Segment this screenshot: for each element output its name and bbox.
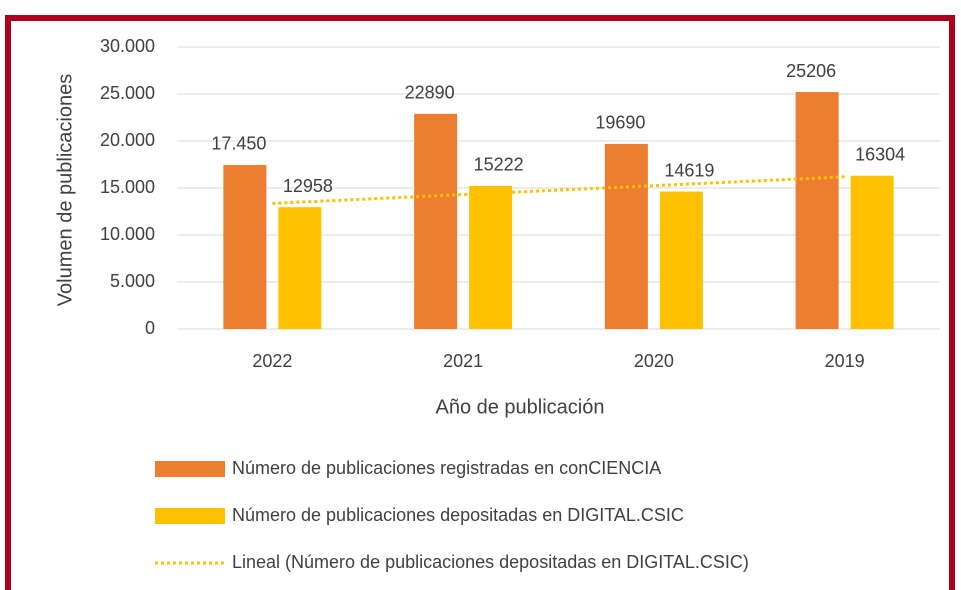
y-tick-label: 20.000 [100,130,155,150]
bar [850,175,894,329]
frame [5,15,955,590]
x-tick-label: 2020 [634,351,674,371]
y-axis-title: Volumen de publicaciones [54,74,76,306]
data-label: 25206 [786,61,836,81]
y-tick-label: 10.000 [100,224,155,244]
data-label: 17.450 [211,134,266,154]
data-label: 16304 [855,144,905,164]
x-tick-label: 2022 [252,351,292,371]
x-tick-label: 2019 [825,351,865,371]
bar [278,207,322,329]
y-tick-label: 5.000 [110,271,155,291]
y-tick-label: 25.000 [100,83,155,103]
bar [659,191,703,329]
y-tick-label: 0 [145,318,155,338]
legend-swatch [155,508,225,524]
bar [795,92,839,329]
x-tick-label: 2021 [443,351,483,371]
legend-swatch [155,461,225,477]
legend-label: Lineal (Número de publicaciones deposita… [232,552,749,572]
legend-label: Número de publicaciones depositadas en D… [232,505,684,525]
y-tick-label: 30.000 [100,36,155,56]
data-label: 14619 [664,160,714,180]
y-tick-label: 15.000 [100,177,155,197]
x-axis-title: Año de publicación [435,396,604,418]
data-label: 19690 [595,113,645,133]
bar [469,185,513,329]
bar [604,143,648,329]
legend-label: Número de publicaciones registradas en c… [232,458,661,478]
bar [414,113,458,329]
data-label: 15222 [474,155,524,175]
bar [223,164,267,329]
data-label: 12958 [283,176,333,196]
data-label: 22890 [405,83,455,103]
